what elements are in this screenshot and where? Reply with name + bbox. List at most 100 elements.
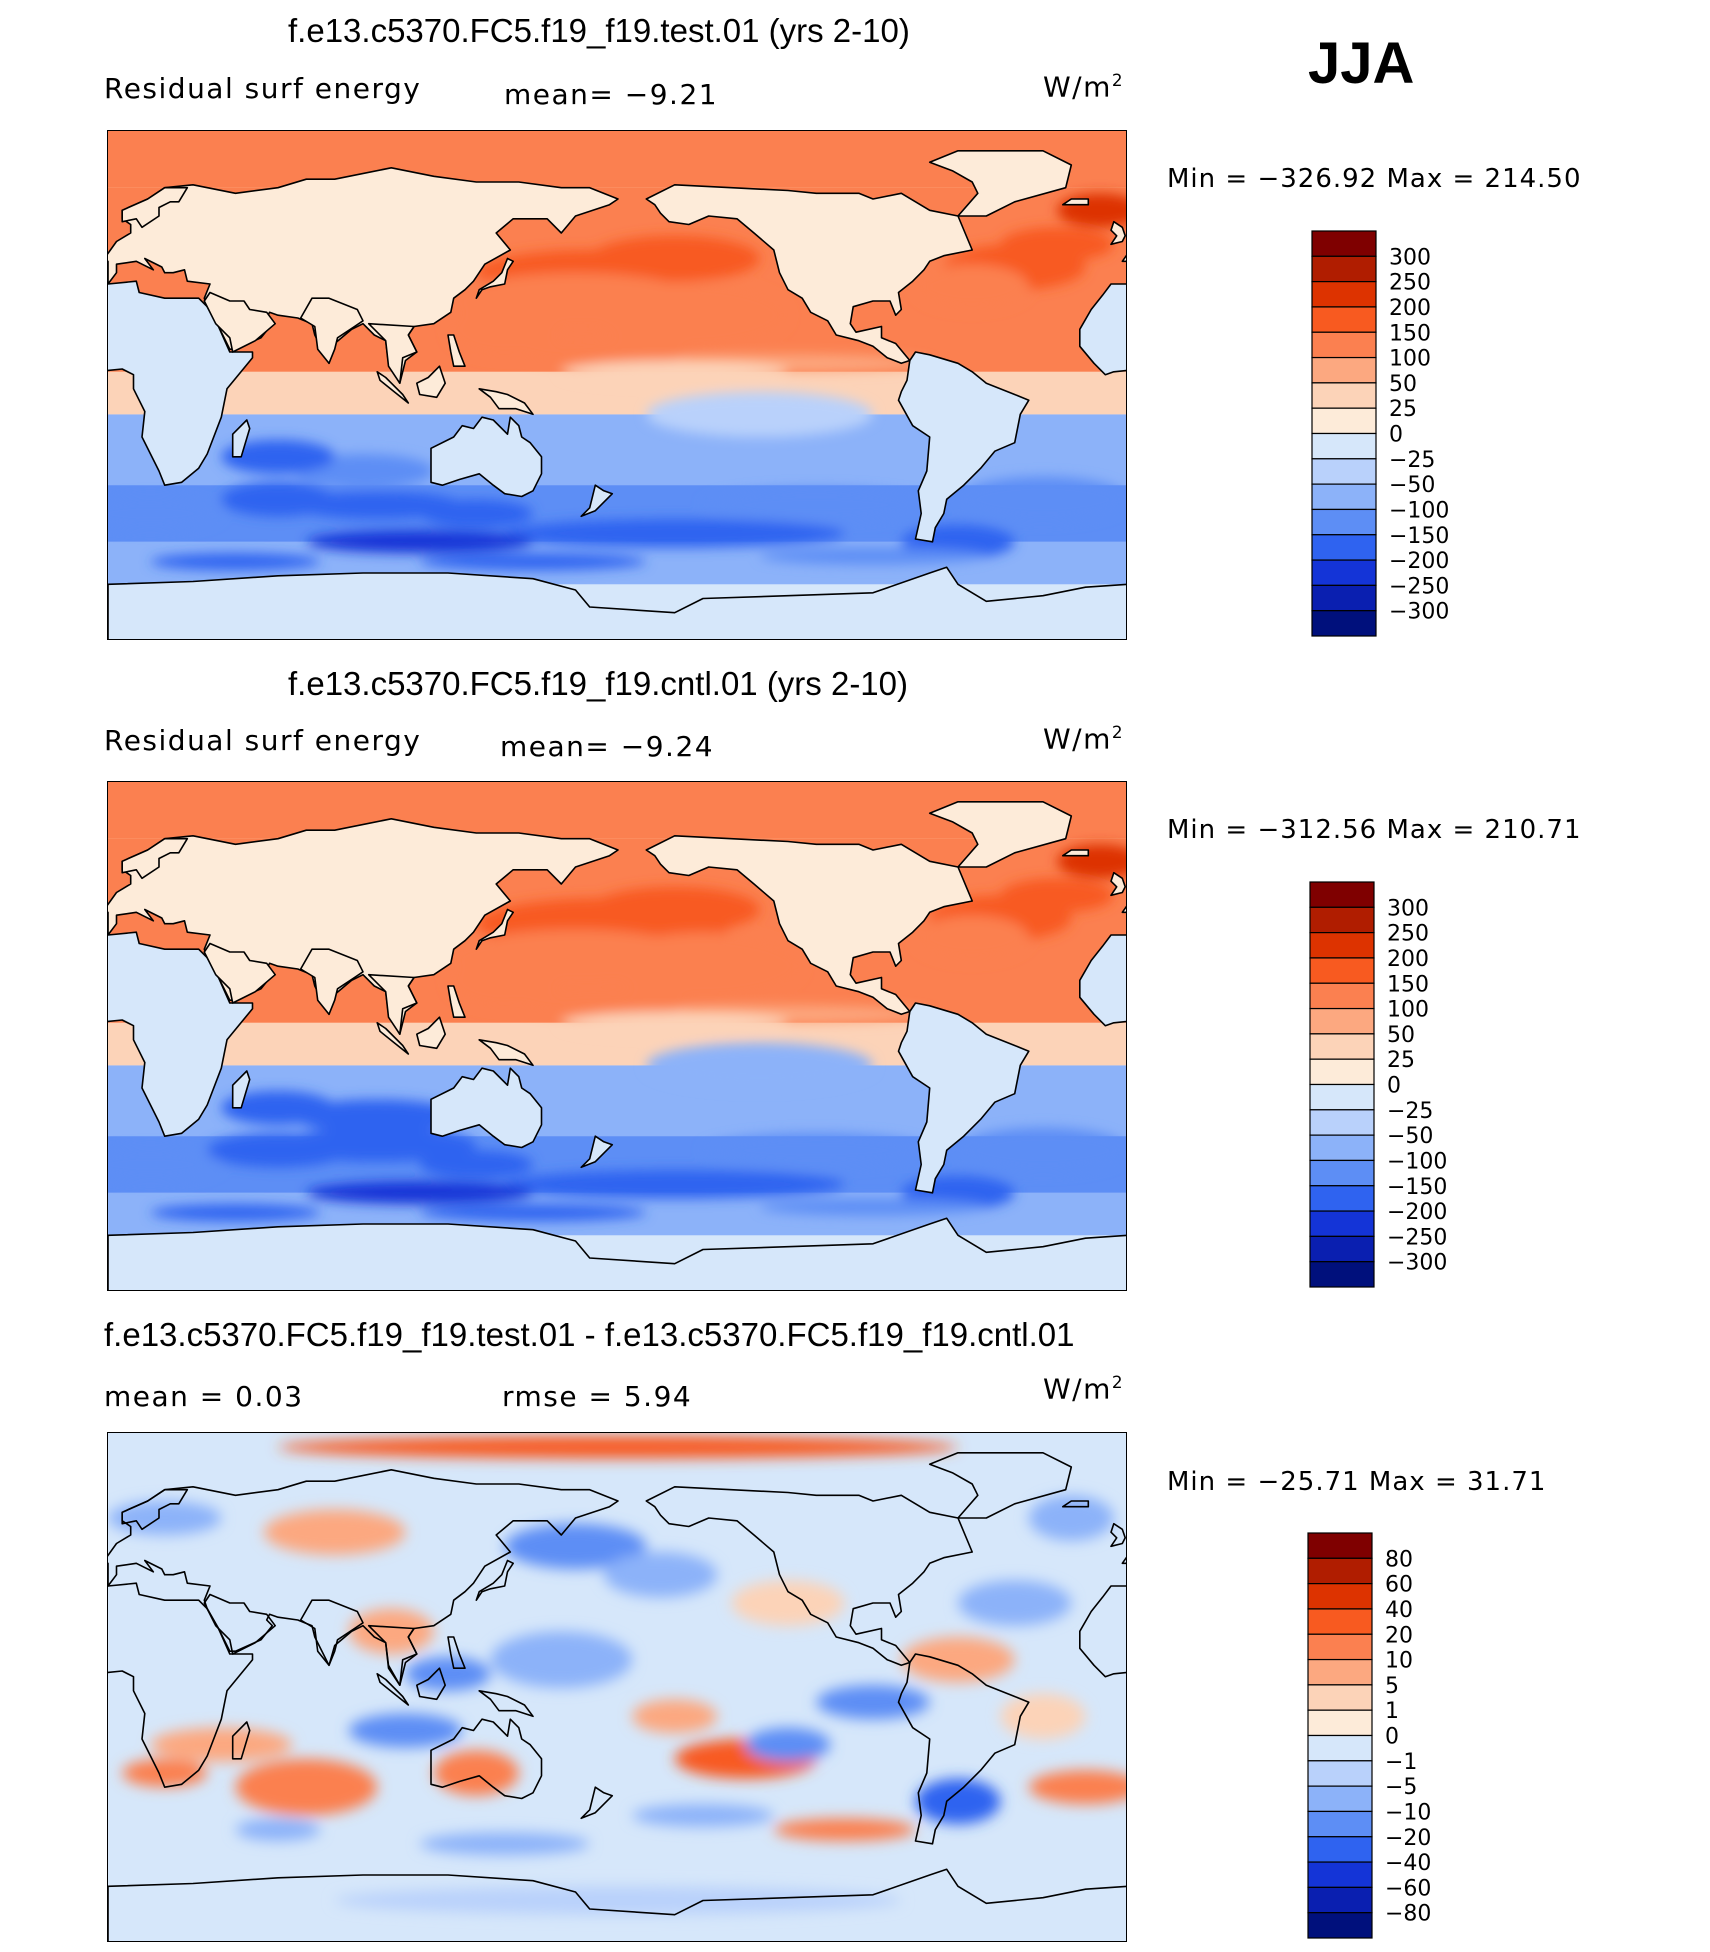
field-blob — [816, 1685, 930, 1720]
field-blob — [263, 1509, 406, 1555]
panel-diff-title: f.e13.c5370.FC5.f19_f19.test.01 - f.e13.… — [104, 1316, 1075, 1353]
colorbar-swatch — [1309, 881, 1375, 908]
coastline-madagascar — [231, 1721, 251, 1760]
coastline-india — [299, 1599, 364, 1667]
colorbar-tick-label: −60 — [1385, 1876, 1431, 1901]
field-blob — [419, 1832, 590, 1856]
field-blob — [504, 1170, 845, 1199]
field-blob — [278, 1435, 958, 1459]
field-blob — [306, 530, 533, 554]
coastline-africa — [1079, 934, 1126, 1027]
colorbar-swatch — [1307, 1608, 1373, 1635]
coastline-samerica — [897, 1002, 1030, 1194]
coastline-borneo — [416, 365, 446, 399]
units-exponent: 2 — [1111, 722, 1125, 742]
coastline-iceland — [1062, 1500, 1090, 1508]
colorbar-swatch — [1311, 610, 1377, 637]
map-diff — [107, 1432, 1127, 1942]
field-blob — [731, 1580, 845, 1626]
field-blob — [759, 547, 987, 565]
colorbar-swatch — [1309, 1058, 1375, 1086]
field-blob — [1000, 227, 1114, 262]
coastline-india — [299, 297, 364, 365]
coastline-nz — [580, 1135, 614, 1169]
colorbar-tick-label: −1 — [1385, 1750, 1417, 1775]
field-blob — [589, 235, 760, 282]
colorbar-tick-label: 200 — [1387, 947, 1429, 972]
colorbar-swatch — [1307, 1684, 1373, 1711]
coastline-philippines — [447, 334, 466, 367]
colorbar-swatch — [1311, 483, 1377, 511]
coastline-namerica — [645, 835, 973, 1016]
colorbar-swatch — [1309, 906, 1375, 934]
colorbar-tick-label: 100 — [1389, 347, 1431, 372]
colorbar-swatch — [1309, 1109, 1375, 1136]
colorbar-tick-label: −200 — [1389, 549, 1449, 574]
panel-test-title: f.e13.c5370.FC5.f19_f19.test.01 (yrs 2-1… — [288, 12, 910, 49]
colorbar-swatch — [1307, 1861, 1373, 1888]
field-blob — [150, 1204, 321, 1222]
field-blob — [1000, 1693, 1086, 1739]
field-blob — [490, 1631, 633, 1688]
coastline-antarctica — [108, 1217, 1126, 1290]
colorbar-tick-label: 0 — [1389, 423, 1403, 448]
coastline-namerica — [645, 184, 973, 365]
colorbar-tick-label: 10 — [1385, 1649, 1413, 1674]
coastline-africa — [1079, 283, 1126, 376]
field-blob — [419, 499, 533, 528]
coastline-japan — [475, 1559, 514, 1601]
map-cntl — [107, 781, 1127, 1291]
colorbar-tick-label: 40 — [1385, 1598, 1413, 1623]
field-blob — [419, 1150, 533, 1179]
colorbar-swatch — [1309, 932, 1375, 959]
coastline-iceland — [1062, 849, 1090, 857]
panel-cntl-variable: Residual surf energy — [104, 724, 422, 757]
field-blob — [745, 1727, 831, 1762]
coastline-uk — [1110, 220, 1126, 246]
coastline-seasia — [367, 1624, 418, 1686]
field-blob — [518, 337, 689, 367]
field-blob — [221, 1090, 335, 1125]
field-blob — [589, 886, 760, 933]
colorbar-swatch — [1309, 1007, 1375, 1035]
colorbar-swatch — [1309, 1185, 1375, 1212]
field-blob — [150, 1727, 293, 1762]
panel-diff-mean: mean = 0.03 — [104, 1380, 304, 1413]
coastline-nz — [580, 1786, 614, 1820]
colorbar-swatch — [1311, 230, 1377, 257]
colorbar-swatch — [1309, 982, 1375, 1010]
colorbar-swatch — [1307, 1836, 1373, 1863]
colorbar-swatch — [1307, 1734, 1373, 1762]
field-blob — [292, 490, 463, 520]
colorbar-tick-label: 50 — [1387, 1023, 1415, 1048]
units-text: W/m — [1043, 70, 1112, 104]
colorbar-swatch — [1311, 458, 1377, 485]
field-blob — [518, 988, 689, 1018]
colorbar-swatch — [1311, 508, 1377, 536]
panel-test-units: W/m2 — [1043, 70, 1124, 103]
colorbar-swatch — [1307, 1532, 1373, 1559]
field-blob — [958, 476, 1126, 522]
field-blob — [561, 360, 788, 384]
coastline-borneo — [416, 1016, 446, 1050]
coastline-scand — [121, 186, 189, 229]
colorbar-swatch — [1307, 1810, 1373, 1838]
colorbar-tick-label: −300 — [1387, 1251, 1447, 1276]
panel-test-minmax: Min = −326.92 Max = 214.50 — [1167, 164, 1582, 194]
colorbar-tick-label: −250 — [1387, 1225, 1447, 1250]
colorbar-swatch — [1311, 559, 1377, 586]
field-blob — [1028, 1770, 1126, 1805]
colorbar-tick-label: 50 — [1389, 372, 1417, 397]
coastline-uk — [1110, 871, 1126, 897]
colorbar-tick-label: 20 — [1385, 1623, 1413, 1648]
field-blob — [646, 391, 874, 438]
field-blob — [603, 1552, 718, 1598]
colorbar-tick-label: −250 — [1389, 574, 1449, 599]
colorbar-tick-label: −100 — [1389, 498, 1449, 523]
units-text: W/m — [1043, 722, 1112, 756]
colorbar-tick-label: −300 — [1389, 600, 1449, 625]
field-blob — [773, 1818, 916, 1841]
panel-cntl-title: f.e13.c5370.FC5.f19_f19.cntl.01 (yrs 2-1… — [288, 665, 909, 702]
field-band — [108, 1433, 1126, 1941]
colorbar-test: 300 250 200 150 100 50 25 0 −25 −50 −100 −150 −200 −2… — [1311, 230, 1571, 644]
